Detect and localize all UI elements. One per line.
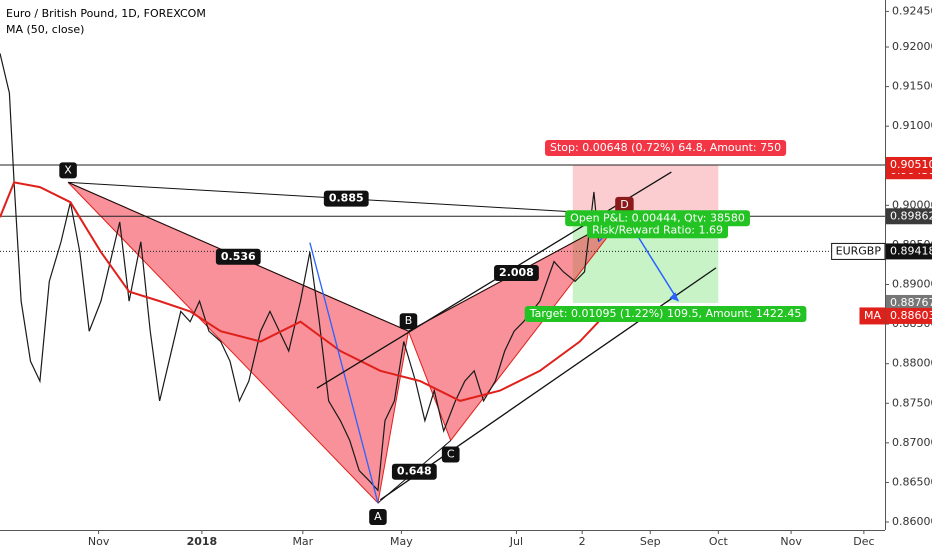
series-name-label: EURGBP — [836, 244, 882, 257]
point-label: X — [64, 163, 72, 176]
x-tick-label: Jul — [509, 535, 523, 548]
x-tick-label: Mar — [292, 535, 313, 548]
point-label: D — [620, 198, 628, 211]
rr-label: Risk/Reward Ratio: 1.69 — [592, 223, 723, 236]
x-tick-label: Sep — [640, 535, 661, 548]
point-label: C — [447, 447, 455, 460]
x-tick-label: Dec — [853, 535, 874, 548]
indicator-label: MA (50, close) — [6, 23, 84, 36]
ratio-label-bg — [215, 248, 261, 265]
open-label: Open P&L: 0.00444, Qty: 38580 — [570, 211, 745, 224]
point-label-bg — [59, 162, 77, 179]
target-label-bg — [524, 305, 807, 322]
series-name-label: MA — [864, 309, 881, 322]
price-label-bg — [886, 156, 932, 173]
price-label: 0.89862 — [890, 209, 932, 222]
trend-line — [309, 242, 379, 504]
ratio-label-bg — [323, 190, 369, 207]
x-tick-label: Nov — [780, 535, 802, 548]
price-label-bg — [886, 307, 932, 324]
x-tick-label: May — [390, 535, 413, 548]
price-label-bg — [886, 208, 932, 225]
point-label-bg — [399, 313, 418, 330]
price-label: 0.89418 — [890, 244, 932, 257]
stop-label-bg — [544, 139, 787, 156]
price-label-bg — [886, 243, 932, 260]
ma-line — [0, 181, 600, 402]
trend-line — [316, 171, 672, 389]
point-label-bg — [369, 509, 387, 526]
series-name-bg — [831, 242, 886, 260]
x-tick-label: Oct — [709, 535, 729, 548]
arrow-head — [669, 292, 679, 302]
price-label: 0.88767 — [890, 296, 932, 309]
x-tick-label: 2018 — [187, 535, 218, 548]
point-label-bg — [441, 446, 460, 463]
rr-label-bg — [587, 222, 729, 239]
point-label: A — [374, 510, 382, 523]
x-tick-label: Nov — [88, 535, 110, 548]
y-tick-label: 0.86000 — [892, 515, 932, 528]
chart-title: Euro / British Pound, 1D, FOREXCOM — [6, 7, 206, 20]
stop-zone — [572, 164, 719, 217]
price-line-series — [0, 53, 600, 492]
stop-label: Stop: 0.00648 (0.72%) 64.8, Amount: 750 — [550, 141, 781, 154]
series-name-bg — [859, 307, 886, 325]
point-label: B — [405, 314, 413, 327]
ratio-label-bg — [391, 463, 437, 480]
ratio-label: 2.008 — [499, 266, 534, 279]
ratio-label: 0.885 — [329, 192, 364, 205]
ratio-label: 0.648 — [397, 465, 432, 478]
ratio-label-bg — [494, 265, 539, 282]
x-tick-label: 2 — [579, 535, 586, 548]
target-label: Target: 0.01095 (1.22%) 109.5, Amount: 1… — [529, 307, 802, 320]
price-label: 0.88603 — [890, 309, 932, 322]
point-label-bg — [615, 196, 634, 213]
price-label: 0.90510 — [890, 158, 932, 171]
ratio-label: 0.536 — [221, 250, 256, 263]
price-label-bg — [886, 294, 932, 311]
